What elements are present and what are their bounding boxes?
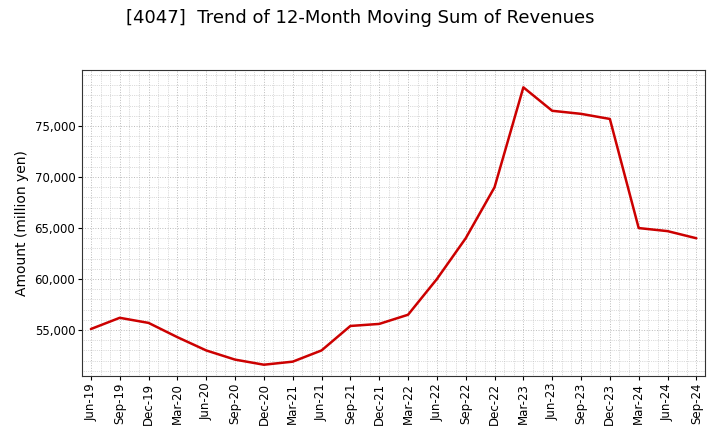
- Y-axis label: Amount (million yen): Amount (million yen): [15, 150, 29, 296]
- Text: [4047]  Trend of 12-Month Moving Sum of Revenues: [4047] Trend of 12-Month Moving Sum of R…: [126, 9, 594, 27]
